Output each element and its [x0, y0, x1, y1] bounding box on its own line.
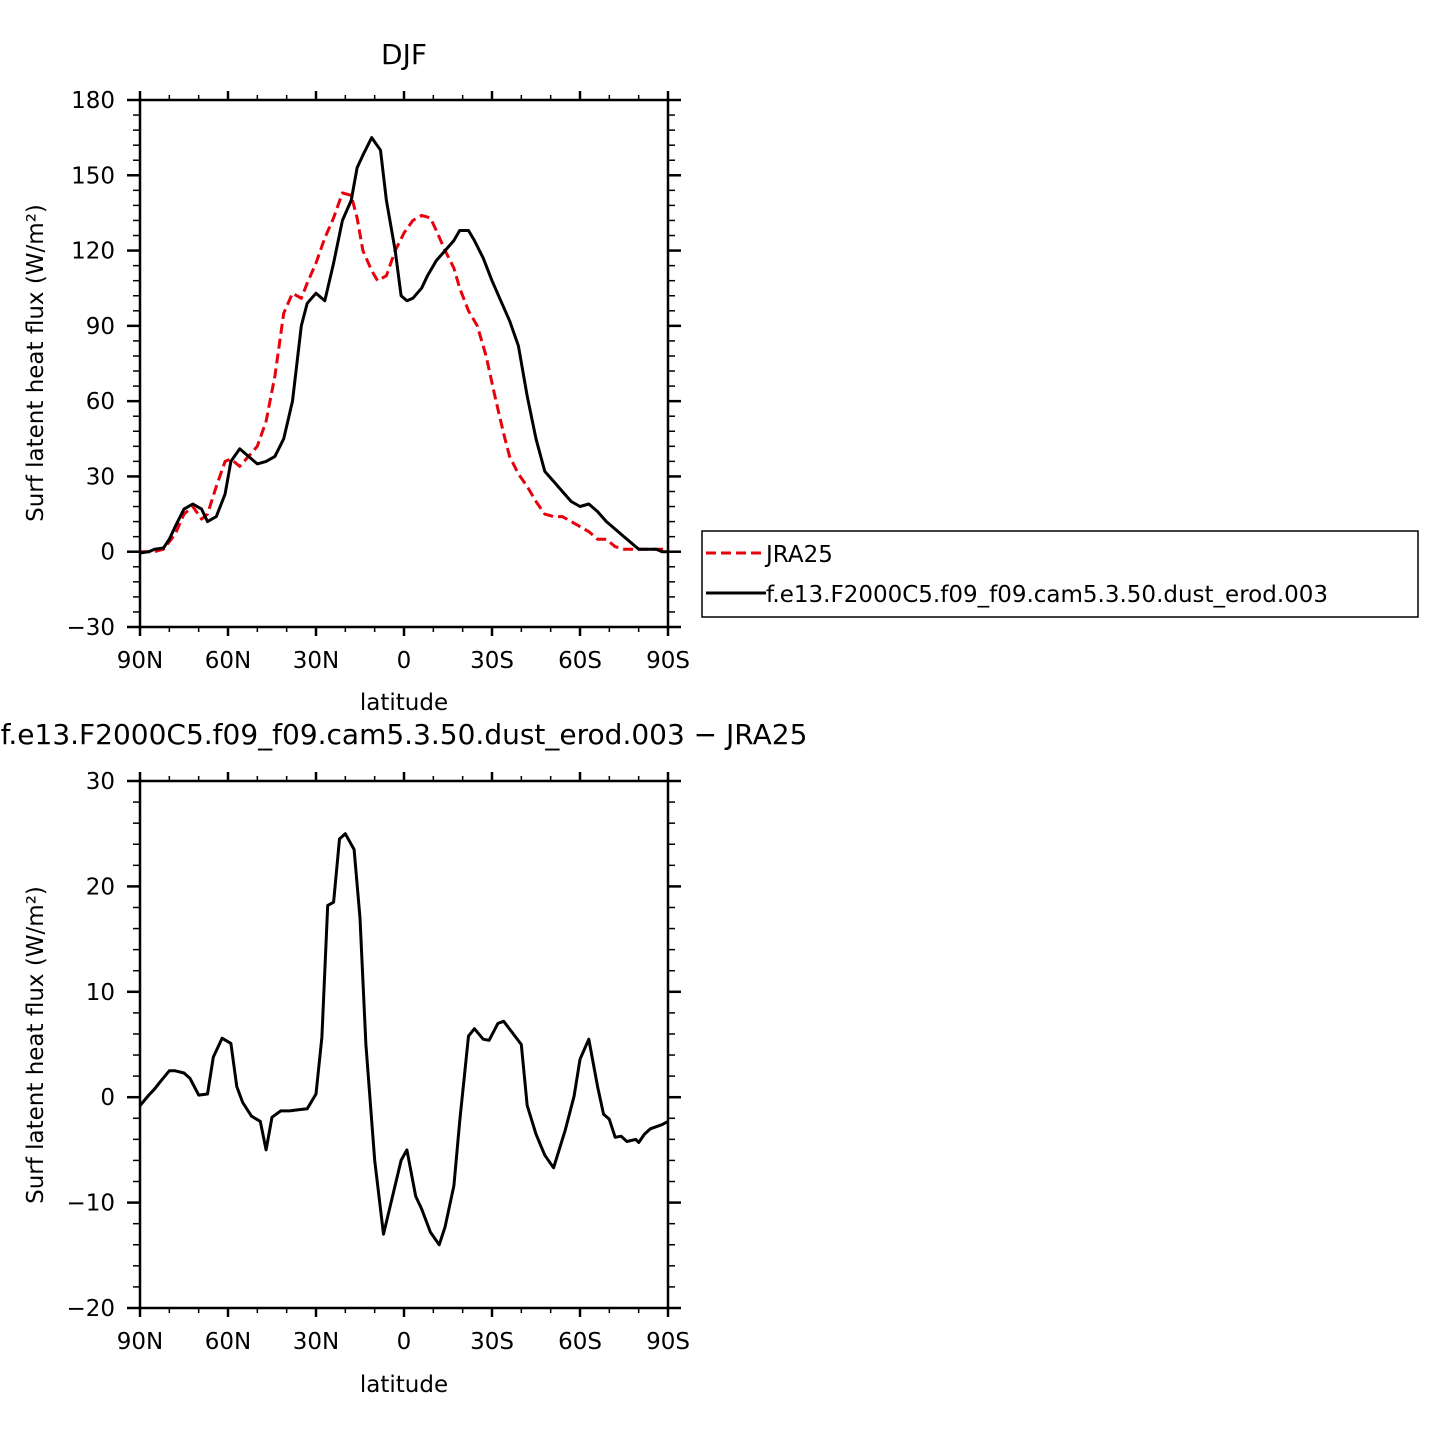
y-axis-label: Surf latent heat flux (W/m²)	[23, 886, 49, 1204]
x-tick-labels: 90N 60N 30N 0 30S 60S 90S	[117, 1329, 690, 1355]
x-tick-label: 60S	[558, 648, 602, 674]
y-axis-label: Surf latent heat flux (W/m²)	[23, 204, 49, 522]
axis-ticks	[127, 772, 681, 1317]
plot-frame	[138, 98, 670, 629]
y-tick-label: 60	[86, 389, 115, 415]
series-line-model	[138, 832, 669, 1247]
legend-box	[701, 530, 1419, 618]
x-tick-label: 60S	[558, 1329, 602, 1355]
x-tick-label: 90N	[117, 648, 163, 674]
series-line-model	[139, 136, 668, 555]
y-tick-label: −20	[66, 1296, 115, 1322]
x-axis-label: latitude	[360, 1372, 448, 1398]
y-tick-label: 0	[100, 540, 115, 566]
y-tick-label: 120	[71, 239, 115, 265]
axis-ticks	[127, 91, 681, 636]
y-tick-label: 30	[86, 769, 115, 795]
plot-lines	[138, 832, 669, 1247]
legend: JRA25 f.e13.F2000C5.f09_f09.cam5.3.50.du…	[701, 530, 1419, 618]
x-tick-label: 30S	[470, 648, 514, 674]
x-tick-label: 30N	[293, 648, 339, 674]
y-tick-labels: −20 −10 0 10 20 30	[66, 769, 115, 1322]
plot-lines	[139, 136, 668, 555]
x-axis-label: latitude	[360, 690, 448, 716]
y-tick-label: −30	[66, 615, 115, 641]
x-tick-label: 60N	[205, 1329, 251, 1355]
series-line-jra25	[140, 191, 668, 554]
x-tick-label: 30S	[470, 1329, 514, 1355]
y-tick-label: 20	[86, 874, 115, 900]
y-tick-label: 0	[100, 1085, 115, 1111]
x-tick-label: 0	[397, 648, 412, 674]
x-tick-label: 60N	[205, 648, 251, 674]
y-tick-label: 150	[71, 163, 115, 189]
x-tick-label: 90N	[117, 1329, 163, 1355]
x-tick-label: 90S	[646, 1329, 690, 1355]
x-tick-labels: 90N 60N 30N 0 30S 60S 90S	[117, 648, 690, 674]
plot-frame	[138, 779, 670, 1310]
panel-title: f.e13.F2000C5.f09_f09.cam5.3.50.dust_ero…	[1, 718, 808, 751]
x-tick-label: 90S	[646, 648, 690, 674]
y-tick-label: 10	[86, 980, 115, 1006]
y-tick-label: 90	[86, 314, 115, 340]
panel-djf: DJF 90N 60N 30N 0 30S 60S 90S −30 0 30 60 90 120 150…	[23, 38, 690, 716]
x-tick-label: 0	[397, 1329, 412, 1355]
legend-label-jra25: JRA25	[764, 542, 833, 568]
y-tick-labels: −30 0 30 60 90 120 150 180	[66, 88, 115, 641]
x-tick-label: 30N	[293, 1329, 339, 1355]
panel-difference: f.e13.F2000C5.f09_f09.cam5.3.50.dust_ero…	[1, 718, 808, 1398]
y-tick-label: −10	[66, 1191, 115, 1217]
legend-label-model: f.e13.F2000C5.f09_f09.cam5.3.50.dust_ero…	[766, 582, 1328, 608]
y-tick-label: 30	[86, 464, 115, 490]
y-tick-label: 180	[71, 88, 115, 114]
panel-title: DJF	[381, 38, 427, 71]
